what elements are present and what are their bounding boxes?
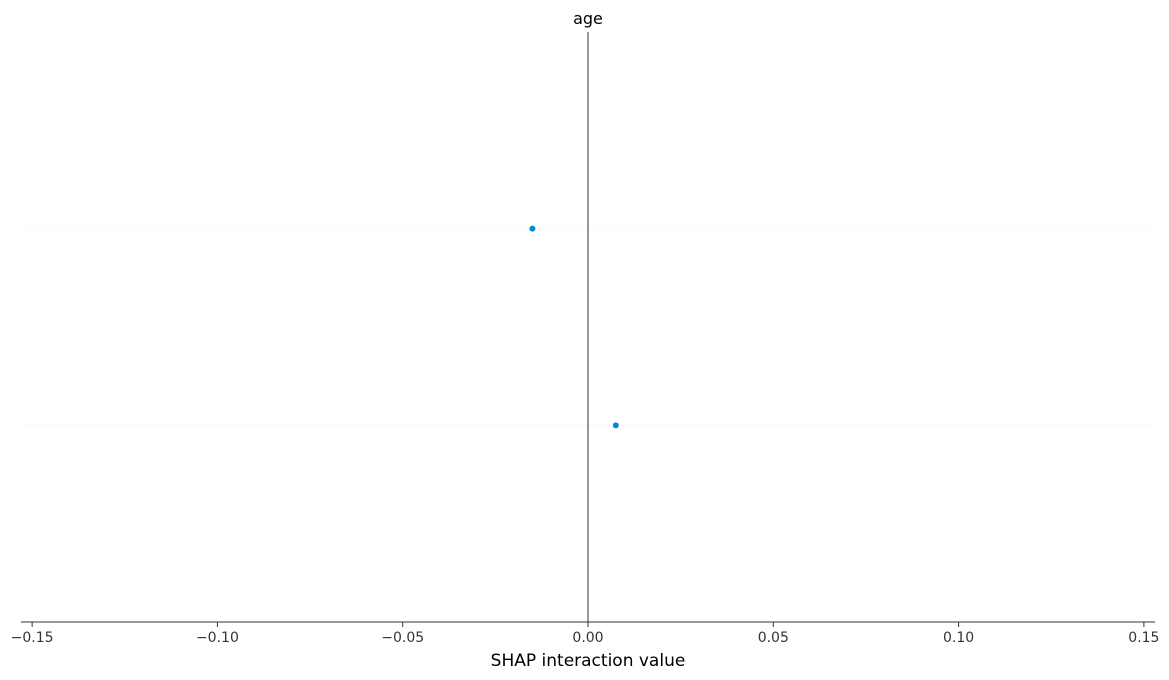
x-tick-label: −0.05 xyxy=(381,630,424,646)
chart-title: age xyxy=(573,9,603,28)
x-axis-ticks: −0.15 −0.10 −0.05 0.00 0.05 0.10 0.15 xyxy=(11,622,1159,646)
x-tick-label: 0.05 xyxy=(758,630,789,646)
data-points xyxy=(529,225,619,429)
data-point-2 xyxy=(612,422,619,429)
x-tick-label: 0.15 xyxy=(1128,630,1159,646)
x-tick-label: −0.10 xyxy=(196,630,239,646)
x-tick-label: −0.15 xyxy=(11,630,54,646)
x-tick-label: 0.10 xyxy=(943,630,974,646)
x-axis-label: SHAP interaction value xyxy=(491,651,686,671)
data-point-1 xyxy=(529,225,536,232)
x-tick-label: 0.00 xyxy=(572,630,603,646)
